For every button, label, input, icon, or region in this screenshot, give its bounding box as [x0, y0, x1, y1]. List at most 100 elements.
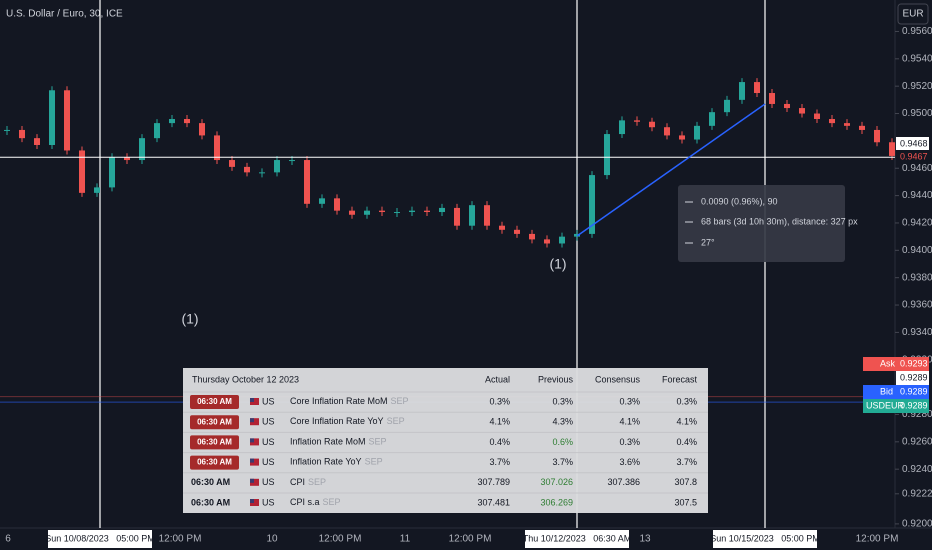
- period: SEP: [323, 497, 341, 507]
- flag: [250, 458, 259, 466]
- cell-forecast: 4.1%: [676, 417, 697, 427]
- country: US: [262, 396, 275, 406]
- cell-consensus: 4.1%: [619, 417, 640, 427]
- candle: [889, 142, 895, 156]
- candle: [439, 207, 445, 213]
- time: 06:30 AM: [191, 477, 230, 487]
- time-badge: [190, 455, 239, 470]
- cell-previous: 307.026: [540, 477, 573, 487]
- cell-consensus: 0.3%: [619, 396, 640, 406]
- x-tick-label: 13: [639, 534, 651, 545]
- candle: [349, 210, 355, 215]
- candle: [184, 119, 190, 124]
- candle: [874, 129, 880, 143]
- candle: [124, 157, 130, 161]
- flag: [250, 478, 254, 483]
- cell-forecast: 0.4%: [676, 437, 697, 447]
- event-cell: CPI SEP: [290, 477, 326, 487]
- measure-text: 27°: [701, 237, 715, 247]
- price-tag: [863, 399, 929, 413]
- cell-consensus: 0.3%: [619, 437, 640, 447]
- candle: [559, 236, 565, 244]
- candle: [379, 210, 385, 213]
- period: SEP: [391, 396, 409, 406]
- cell-previous: 0.3%: [552, 396, 573, 406]
- candle: [589, 175, 595, 234]
- candle: [64, 90, 70, 151]
- price-tag-value: 0.9289: [900, 386, 928, 396]
- candle: [274, 160, 280, 173]
- marker-date: Sun 10/15/2023 05:00 PM: [710, 533, 820, 543]
- flag: [250, 418, 259, 426]
- y-tick-label: 0.9500: [902, 108, 932, 119]
- y-tick-label: 0.9460: [902, 163, 932, 174]
- price-tag-value: 0.9289: [900, 400, 928, 410]
- candle: [394, 212, 400, 214]
- candle: [844, 123, 850, 126]
- candle: [634, 120, 640, 122]
- candle: [109, 157, 115, 188]
- candle: [784, 103, 790, 109]
- calendar-column: Forecast: [662, 374, 698, 384]
- x-tick-label: 12:00 PM: [319, 534, 362, 545]
- cell-previous: 0.6%: [552, 437, 573, 447]
- event: Core Inflation Rate MoM: [290, 396, 388, 406]
- flag: [250, 499, 259, 506]
- y-tick-label: 0.9400: [902, 245, 932, 256]
- cell-forecast: 0.3%: [676, 396, 697, 406]
- candle: [814, 113, 820, 120]
- cell-actual: 4.1%: [489, 417, 510, 427]
- candle: [799, 108, 805, 114]
- cell-consensus: 307.386: [607, 477, 640, 487]
- candle: [709, 112, 715, 126]
- event-cell: Core Inflation Rate MoM SEP: [290, 396, 409, 406]
- period: SEP: [387, 417, 405, 427]
- candle: [754, 82, 760, 94]
- y-tick-label: 0.9240: [902, 464, 932, 475]
- time: 06:30 AM: [197, 458, 232, 467]
- candle: [604, 134, 610, 176]
- cell-consensus: 3.6%: [619, 457, 640, 467]
- measure-line: [576, 103, 766, 237]
- candle: [484, 205, 490, 226]
- candle: [769, 93, 775, 104]
- candle: [829, 119, 835, 124]
- y-tick-label: 0.9200: [902, 519, 932, 530]
- marker-date-box: [48, 530, 152, 548]
- candle: [664, 127, 670, 136]
- flag: [250, 398, 259, 405]
- currency-button[interactable]: [897, 3, 929, 25]
- time: 06:30 AM: [197, 397, 232, 406]
- y-tick-label: 0.9440: [902, 190, 932, 201]
- x-tick-label: 12:00 PM: [449, 534, 492, 545]
- event: Core Inflation Rate YoY: [290, 417, 384, 427]
- candle: [739, 82, 745, 100]
- time-badge: [190, 415, 239, 430]
- marker-date: Sun 10/08/2023 05:00 PM: [45, 533, 155, 543]
- x-tick-label: 12:00 PM: [159, 534, 202, 545]
- candle: [544, 239, 550, 244]
- candle: [334, 198, 340, 211]
- candle: [259, 172, 265, 174]
- price-tag-value: 0.9467: [900, 151, 928, 161]
- candle: [94, 187, 100, 193]
- event: CPI: [290, 477, 305, 487]
- country: US: [262, 477, 275, 487]
- time: 06:30 AM: [191, 497, 230, 507]
- cell-previous: 3.7%: [552, 457, 573, 467]
- y-tick-label: 0.9340: [902, 327, 932, 338]
- flag: [250, 478, 259, 486]
- country: US: [262, 457, 275, 467]
- flag: [250, 499, 254, 503]
- candle: [724, 99, 730, 113]
- candle: [649, 121, 655, 128]
- price-tag: [896, 137, 929, 151]
- candle: [499, 225, 505, 230]
- time-badge: [190, 395, 239, 409]
- y-tick-label: 0.9520: [902, 81, 932, 92]
- candle: [79, 150, 85, 193]
- price-tag: [896, 150, 929, 164]
- price-tag: [896, 371, 929, 385]
- currency[interactable]: EUR: [902, 9, 923, 20]
- candle: [694, 125, 700, 140]
